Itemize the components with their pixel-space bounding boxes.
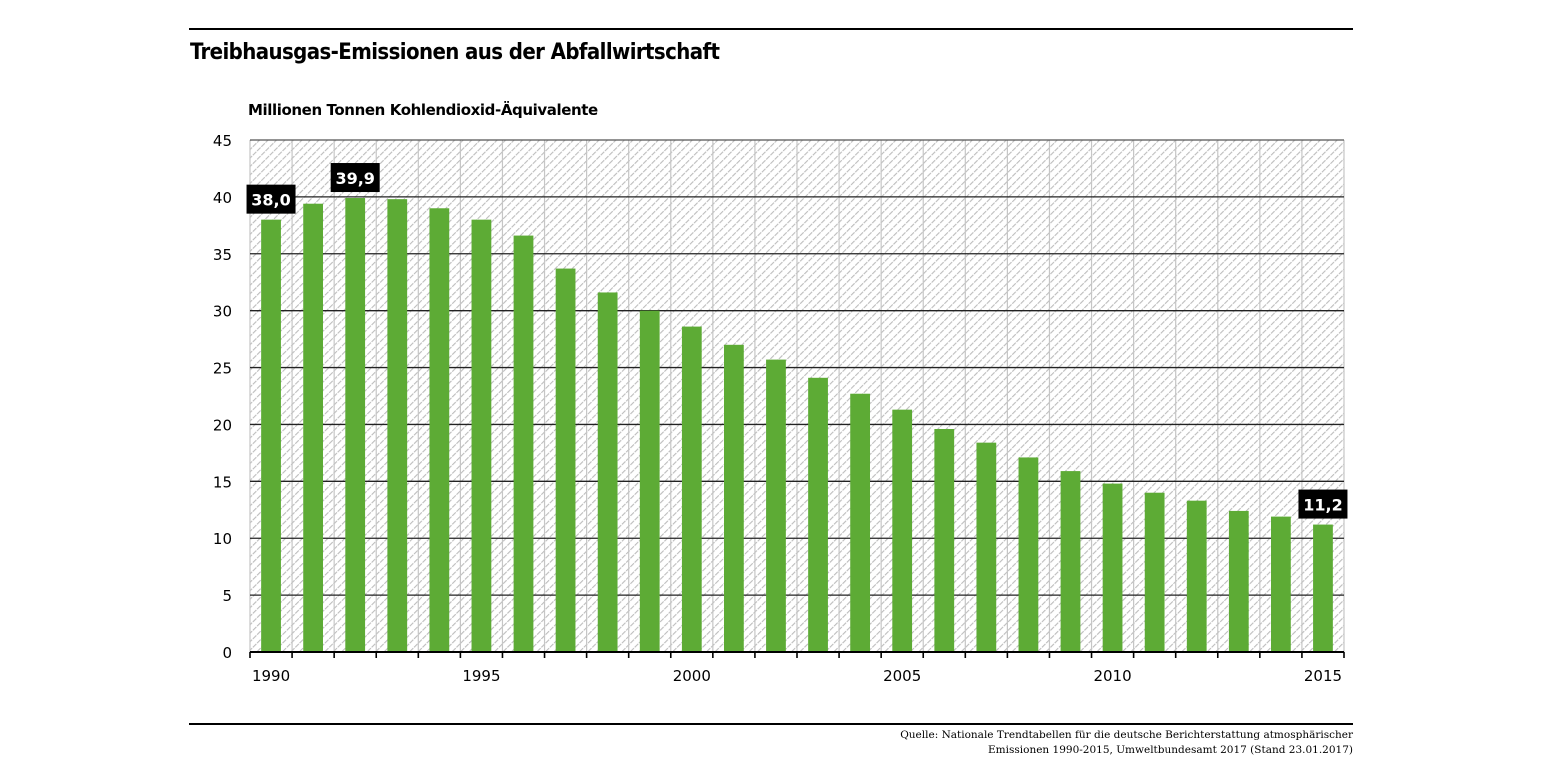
y-tick-label: 35 (213, 246, 232, 264)
x-tick-labels: 1990 1995 2000 2005 2010 2015 (252, 667, 1342, 685)
vertical-gridlines (249, 140, 1345, 652)
bar-1999 (639, 310, 660, 652)
data-label-box (246, 184, 296, 214)
bar-2000 (681, 326, 702, 652)
bar-2011 (1144, 492, 1165, 652)
x-tick-label: 2010 (1093, 667, 1131, 685)
bar-1991 (303, 203, 324, 652)
y-tick-label: 25 (213, 360, 232, 378)
y-tick-label: 10 (213, 530, 232, 548)
bar-1994 (429, 208, 450, 652)
bar-1996 (513, 235, 534, 652)
bar-1997 (555, 268, 576, 652)
bottom-rule (189, 723, 1353, 725)
x-tick-label: 1995 (462, 667, 500, 685)
data-label-box (330, 163, 380, 193)
bar-2004 (850, 393, 871, 652)
y-tick-label: 0 (222, 644, 232, 662)
bar-1990 (261, 219, 281, 652)
y-tick-label: 30 (213, 303, 232, 321)
bars (261, 198, 1333, 653)
bar-2008 (1018, 457, 1039, 652)
source-line-2: Emissionen 1990-2015, Umweltbundesamt 20… (988, 744, 1353, 756)
y-tick-label: 40 (213, 189, 232, 207)
bar-2013 (1228, 510, 1249, 652)
y-tick-labels: 0 5 10 15 20 25 30 35 40 45 (213, 132, 232, 662)
y-axis-label: Millionen Tonnen Kohlendioxid-Äquivalent… (248, 101, 598, 119)
bar-2010 (1102, 483, 1123, 652)
bar-2007 (976, 442, 997, 652)
data-label-1990: 38,0 (246, 184, 296, 214)
bar-1998 (597, 292, 618, 652)
bar-2002 (766, 359, 786, 652)
y-tick-label: 15 (213, 473, 232, 491)
bar-2006 (934, 428, 955, 652)
bar-1992 (345, 198, 366, 652)
axes (249, 651, 1345, 658)
bar-2003 (808, 377, 828, 652)
data-label-box (1298, 489, 1348, 519)
x-tick-label: 1990 (252, 667, 290, 685)
top-rule (189, 28, 1353, 30)
y-tick-label: 20 (213, 416, 232, 434)
source-line-1: Quelle: Nationale Trendtabellen für die … (900, 729, 1353, 741)
data-labels: 38,0 39,9 11,2 (246, 163, 1348, 519)
bar-2015 (1313, 524, 1333, 652)
y-tick-label: 5 (222, 587, 232, 605)
bar-2012 (1186, 500, 1207, 652)
chart-title: Treibhausgas-Emissionen aus der Abfallwi… (190, 40, 720, 65)
data-label-text: 11,2 (1303, 496, 1342, 515)
data-label-2015: 11,2 (1298, 489, 1348, 519)
x-tick-label: 2005 (883, 667, 921, 685)
source-note: Quelle: Nationale Trendtabellen für die … (900, 728, 1353, 758)
data-label-1992: 39,9 (330, 163, 380, 193)
data-label-text: 38,0 (251, 191, 290, 210)
data-label-text: 39,9 (335, 169, 374, 188)
bar-1995 (471, 219, 492, 652)
bar-2009 (1060, 471, 1081, 652)
x-tick-label: 2015 (1304, 667, 1342, 685)
x-tick-label: 2000 (673, 667, 711, 685)
bar-2001 (723, 344, 744, 652)
y-tick-label: 45 (213, 132, 232, 150)
bar-2014 (1270, 516, 1291, 652)
bar-1993 (387, 199, 408, 653)
bar-2005 (892, 409, 913, 652)
